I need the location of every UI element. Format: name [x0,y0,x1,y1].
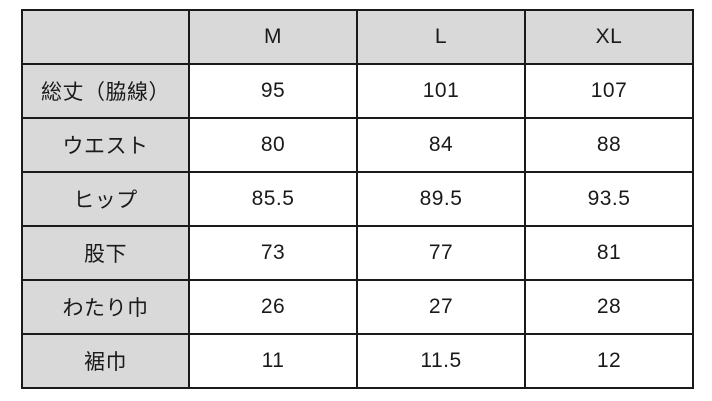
cell-total-length-m: 95 [188,63,358,119]
column-header-l: L [356,9,526,65]
cell-thigh-width-xl: 28 [524,279,694,335]
row-label-inseam: 股下 [21,225,190,281]
row-label-hem-width: 裾巾 [21,333,190,389]
size-table: M L XL 総丈（脇線） 95 101 107 ウエスト 80 84 88 ヒ… [21,9,694,389]
corner-cell [21,9,190,65]
row-label-total-length: 総丈（脇線） [21,63,190,119]
cell-inseam-l: 77 [356,225,526,281]
cell-thigh-width-m: 26 [188,279,358,335]
row-label-thigh-width: わたり巾 [21,279,190,335]
cell-inseam-xl: 81 [524,225,694,281]
cell-waist-l: 84 [356,117,526,173]
row-label-hip: ヒップ [21,171,190,227]
row-label-waist: ウエスト [21,117,190,173]
table-row-waist: ウエスト 80 84 88 [21,117,694,173]
cell-hem-width-xl: 12 [524,333,694,389]
table-row-thigh-width: わたり巾 26 27 28 [21,279,694,335]
cell-hip-l: 89.5 [356,171,526,227]
cell-total-length-xl: 107 [524,63,694,119]
column-header-m: M [188,9,358,65]
column-header-xl: XL [524,9,694,65]
cell-hip-m: 85.5 [188,171,358,227]
table-row-total-length: 総丈（脇線） 95 101 107 [21,63,694,119]
cell-total-length-l: 101 [356,63,526,119]
cell-hip-xl: 93.5 [524,171,694,227]
cell-thigh-width-l: 27 [356,279,526,335]
header-row: M L XL [21,9,694,65]
table-row-hip: ヒップ 85.5 89.5 93.5 [21,171,694,227]
cell-inseam-m: 73 [188,225,358,281]
table-row-hem-width: 裾巾 11 11.5 12 [21,333,694,389]
cell-waist-m: 80 [188,117,358,173]
cell-hem-width-m: 11 [188,333,358,389]
cell-hem-width-l: 11.5 [356,333,526,389]
cell-waist-xl: 88 [524,117,694,173]
table-row-inseam: 股下 73 77 81 [21,225,694,281]
